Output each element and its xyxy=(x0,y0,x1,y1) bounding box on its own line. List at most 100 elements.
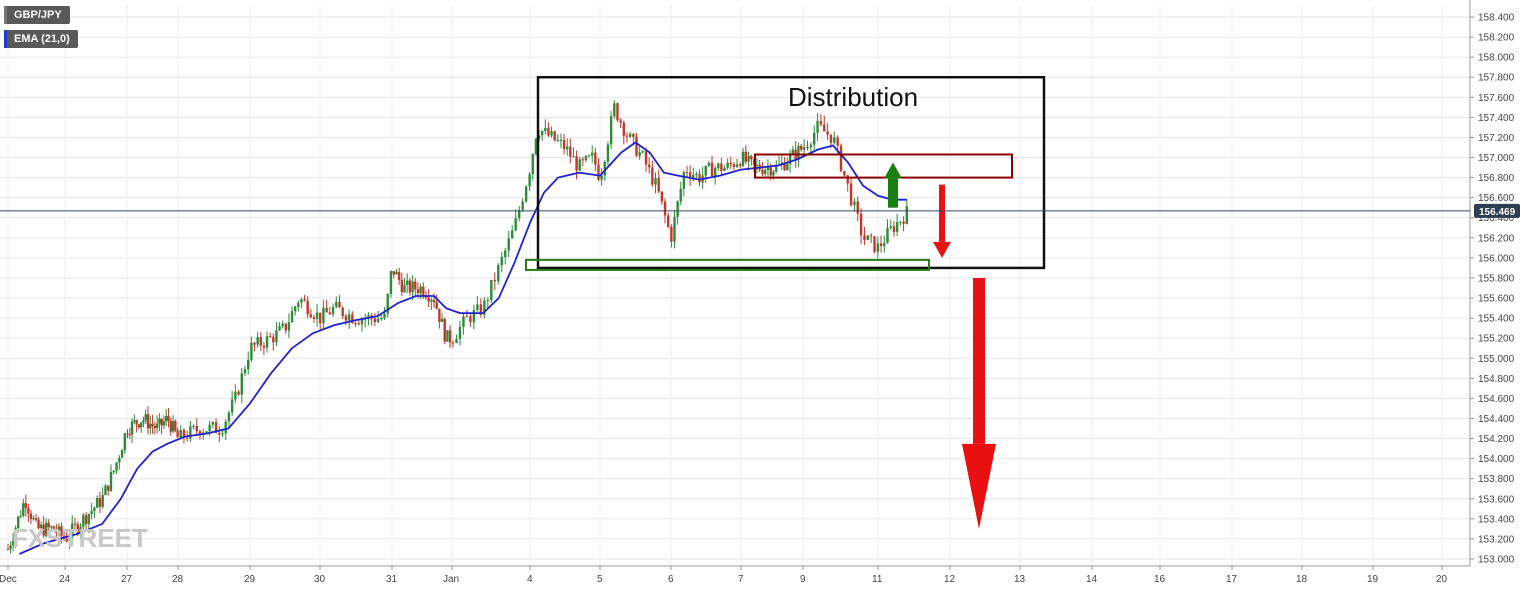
candle-body xyxy=(497,265,500,282)
y-tick-label: 156.000 xyxy=(1478,253,1515,264)
y-tick-label: 155.800 xyxy=(1478,273,1515,284)
candle-body xyxy=(729,162,732,165)
candle-body xyxy=(438,308,441,322)
candle-body xyxy=(278,326,281,331)
x-tick-label: Jan xyxy=(443,574,459,585)
ema-path xyxy=(19,141,907,555)
candle-body xyxy=(55,529,58,533)
candle-body xyxy=(430,299,433,302)
candle-body xyxy=(553,131,556,141)
candle-body xyxy=(380,318,383,320)
candle-body xyxy=(115,462,118,471)
y-tick-label: 153.600 xyxy=(1478,494,1515,505)
y-tick-label: 157.200 xyxy=(1478,133,1515,144)
plot-area xyxy=(0,6,1470,566)
candle-body xyxy=(726,162,729,168)
candle-body xyxy=(889,226,892,228)
candle-body xyxy=(360,319,364,325)
x-tick-label: 17 xyxy=(1226,574,1238,585)
x-tick-label: 28 xyxy=(172,574,184,585)
ema-legend[interactable]: EMA (21,0) xyxy=(4,30,78,48)
candle-body xyxy=(65,538,68,542)
ema-line xyxy=(19,141,907,555)
candle-body xyxy=(839,145,843,172)
candle-body xyxy=(155,423,159,429)
candle-body xyxy=(179,429,182,438)
candle-body xyxy=(676,201,679,217)
y-tick-label: 157.000 xyxy=(1478,153,1515,164)
candle-body xyxy=(306,300,309,315)
candle-body xyxy=(873,236,876,252)
y-tick-label: 155.400 xyxy=(1478,314,1515,325)
candle-body xyxy=(905,206,908,224)
candle-body xyxy=(846,175,849,184)
candle-body xyxy=(133,420,136,422)
candle-body xyxy=(250,342,253,360)
candle-body xyxy=(392,271,395,275)
y-tick-label: 155.200 xyxy=(1478,334,1515,345)
x-tick-label: 5 xyxy=(597,574,603,585)
candle-body xyxy=(373,318,377,323)
candle-body xyxy=(383,313,386,319)
candle-body xyxy=(613,103,616,117)
candle-body xyxy=(833,137,836,143)
y-tick-label: 157.600 xyxy=(1478,93,1515,104)
candle-body xyxy=(137,424,141,428)
candle-body xyxy=(167,415,170,421)
candle-body xyxy=(528,174,531,187)
candle-body xyxy=(208,424,211,432)
candle-body xyxy=(347,314,351,321)
candle-body xyxy=(517,209,521,219)
candle-body xyxy=(695,173,698,176)
candle-body xyxy=(82,515,85,527)
candle-body xyxy=(427,297,430,302)
candle-body xyxy=(673,216,676,242)
candle-body xyxy=(416,289,420,294)
candle-body xyxy=(397,271,401,280)
candle-body xyxy=(435,302,438,309)
candle-body xyxy=(84,515,88,525)
candle-body xyxy=(791,149,795,155)
arrow-large-down-shaft xyxy=(973,277,985,444)
candle-body xyxy=(195,426,198,432)
candle-body xyxy=(511,230,514,239)
ema-label: EMA (21,0) xyxy=(14,33,70,45)
candle-body xyxy=(419,286,422,294)
candle-body xyxy=(685,172,689,174)
candle-body xyxy=(411,281,414,293)
candle-body xyxy=(312,317,316,319)
grid xyxy=(0,6,1470,566)
candle-body xyxy=(281,323,284,327)
candle-body xyxy=(259,337,262,346)
candle-body xyxy=(39,524,43,529)
candle-body xyxy=(619,120,622,123)
candle-body xyxy=(556,140,560,142)
candle-body xyxy=(142,420,145,423)
candle-body xyxy=(547,127,550,136)
candle-body xyxy=(443,319,446,342)
y-tick-label: 158.200 xyxy=(1478,33,1515,44)
candle-body xyxy=(540,130,544,136)
candle-body xyxy=(829,134,833,143)
candle-body xyxy=(189,426,192,439)
candle-body xyxy=(892,226,896,232)
candle-body xyxy=(403,284,406,293)
candle-body xyxy=(11,540,15,546)
candle-body xyxy=(214,422,218,433)
candle-body xyxy=(47,522,50,528)
candle-body xyxy=(479,304,483,315)
candle-body xyxy=(843,171,846,176)
candle-body xyxy=(635,136,638,156)
candle-body xyxy=(338,301,341,308)
candle-body xyxy=(609,116,613,145)
candle-body xyxy=(486,300,490,302)
candle-body xyxy=(616,103,619,121)
symbol-label: GBP/JPY xyxy=(14,9,62,21)
symbol-legend[interactable]: GBP/JPY xyxy=(4,6,70,24)
candle-body xyxy=(783,162,786,170)
candle-body xyxy=(628,133,632,137)
candle-body xyxy=(24,503,28,508)
candle-body xyxy=(50,526,53,528)
y-tick-label: 154.000 xyxy=(1478,454,1515,465)
candle-body xyxy=(234,391,237,400)
